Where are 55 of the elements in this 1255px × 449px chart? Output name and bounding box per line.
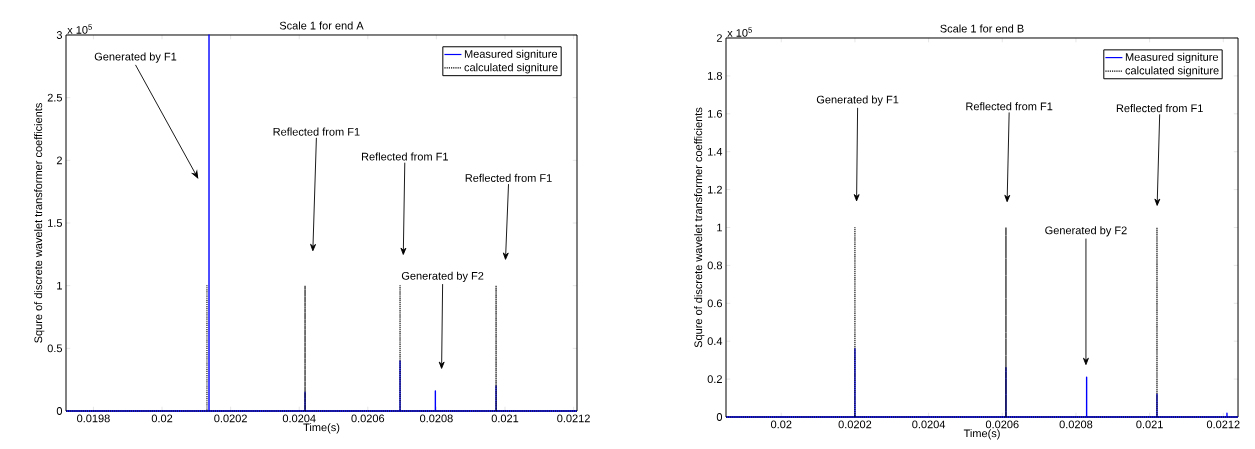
y-tick-label: 1	[57, 281, 62, 290]
y-tick-label: 2	[716, 34, 722, 42]
line-series	[65, 34, 578, 412]
y-tick-label: 1.2	[708, 185, 722, 194]
text: x 10$^{5}$	[67, 24, 92, 34]
legend-label: calculated signiture	[464, 63, 558, 74]
annotation: Reflected from F1	[465, 173, 552, 182]
x-tick-label: 0.0204	[912, 420, 946, 429]
annotation: Generated by F1	[94, 52, 177, 63]
legend-label: Measured signiture	[1125, 52, 1219, 64]
y-tick-label: 0	[716, 413, 723, 421]
x-tick-label: 0.021	[491, 414, 519, 423]
y-tick-label: 1.5	[48, 219, 63, 227]
annotation: Generated by F1	[816, 95, 899, 106]
y-tick-label: 0.4	[707, 337, 723, 346]
y-axis-title: Squre of discrete wavelet transformer coefficients	[34, 103, 45, 343]
annotation: Reflected from F1	[361, 152, 448, 161]
text: x 10$^{5}$	[727, 27, 752, 37]
annotation: Reflected from F1	[966, 102, 1053, 111]
y-tick-label: 1	[717, 223, 722, 232]
annotation: Reflected from F1	[273, 127, 360, 136]
y-tick-label: 0	[56, 407, 63, 415]
x-tick-label: 0.0202	[838, 420, 872, 429]
x-tick-label: 0.0206	[351, 414, 385, 423]
x-axis-title: Time(s)	[963, 429, 1000, 440]
chart-title: Scale 1 for end A	[279, 21, 364, 30]
y-tick-label: 0.8	[707, 261, 723, 270]
y-tick-label: 3	[56, 31, 62, 39]
y-tick-label: 0.6	[707, 299, 723, 308]
x-tick-label: 0.0208	[420, 414, 453, 423]
legend-label: calculated signiture	[1125, 66, 1219, 77]
y-tick-label: 2	[56, 156, 62, 165]
x-tick-label: 0.0206	[985, 420, 1019, 429]
x-tick-label: 0.0198	[77, 414, 110, 423]
x-tick-label: 0.02	[770, 420, 792, 429]
annotation: Generated by F2	[1045, 226, 1127, 237]
x-tick-label: 0.021	[1136, 420, 1163, 429]
y-tick-label: 1.8	[708, 72, 723, 80]
x-tick-label: 0.0212	[557, 414, 590, 423]
x-tick-label: 0.0202	[214, 414, 247, 423]
y-tick-label: 0.2	[707, 375, 722, 383]
x-tick-label: 0.0212	[1206, 420, 1240, 429]
y-tick-label: 2.5	[47, 93, 63, 102]
x-axis-title: Time(s)	[303, 423, 340, 434]
y-tick-label: 1.4	[708, 147, 723, 156]
annotation: Generated by F2	[401, 271, 484, 282]
y-tick-label: 1.6	[708, 109, 723, 118]
legend-label: Measured signiture	[464, 49, 558, 61]
y-tick-label: 0.5	[47, 344, 63, 353]
y-axis-title: Squre of discrete wavelet transformer coefficients	[694, 107, 705, 348]
x-tick-label: 0.0208	[1059, 420, 1093, 429]
chart-title: Scale 1 for end B	[940, 24, 1024, 33]
x-tick-label: 0.0204	[282, 414, 316, 423]
annotation: Reflected from F1	[1116, 104, 1203, 113]
x-tick-label: 0.02	[151, 414, 173, 423]
